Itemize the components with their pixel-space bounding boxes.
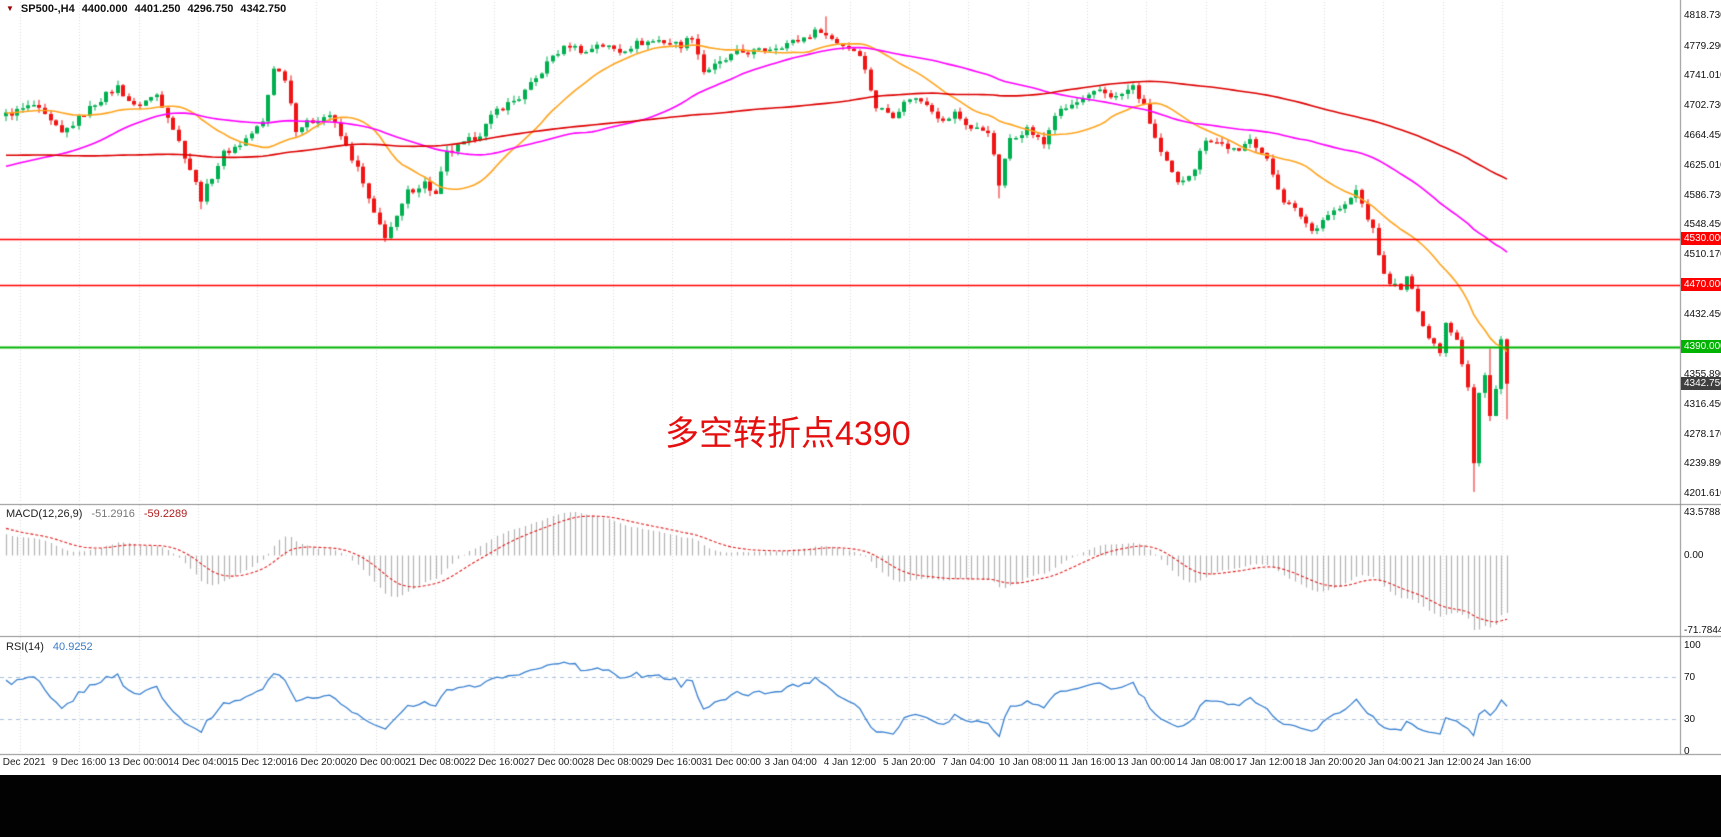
price-level-badge: 4530.000 (1681, 231, 1721, 245)
price-tick-label: 4702.730 (1684, 99, 1721, 111)
time-axis-label: 13 Jan 00:00 (1117, 757, 1176, 768)
time-axis-label: 14 Jan 08:00 (1176, 757, 1235, 768)
time-axis-label: 13 Dec 00:00 (108, 757, 169, 768)
macd-signal-value: -59.2289 (143, 508, 188, 520)
price-tick-label: 4432.450 (1684, 309, 1721, 321)
time-axis-label: 3 Jan 04:00 (764, 757, 817, 768)
price-tick-label: 4278.170 (1684, 428, 1721, 440)
ohlc-open-value: 4400.000 (81, 3, 128, 15)
price-tick-label: 4355.890 (1684, 368, 1721, 380)
time-axis-label: 22 Dec 16:00 (464, 757, 524, 768)
price-tick-label: 4664.450 (1684, 129, 1721, 141)
price-level-badge: 4470.000 (1681, 278, 1721, 292)
macd-main-value: -51.2916 (91, 508, 135, 520)
time-axis-label: 5 Jan 20:00 (883, 757, 936, 768)
rsi-indicator-label: RSI(14) 40.9252 (6, 641, 93, 653)
ohlc-low-value: 4296.750 (187, 3, 234, 15)
rsi-axis-label: 70 (1684, 671, 1696, 683)
price-tick-label: 4201.610 (1684, 488, 1721, 499)
rsi-axis-label: 100 (1684, 640, 1701, 651)
rsi-axis-label: 30 (1684, 714, 1696, 726)
time-axis-label: 27 Dec 00:00 (523, 757, 584, 768)
time-axis-label: 20 Dec 00:00 (345, 757, 406, 768)
symbol-dropdown-icon[interactable]: ▼ (6, 4, 14, 13)
time-axis-label: 28 Dec 08:00 (583, 757, 643, 768)
time-axis-label: 29 Dec 16:00 (642, 757, 702, 768)
price-tick-label: 4625.010 (1684, 160, 1721, 172)
time-axis-label: 14 Dec 04:00 (168, 757, 228, 768)
time-axis-label: 11 Jan 16:00 (1058, 757, 1116, 768)
time-axis-label: 24 Jan 16:00 (1473, 757, 1531, 768)
current-price-badge: 4342.750 (1681, 376, 1721, 390)
time-axis-label: 4 Jan 12:00 (823, 757, 877, 768)
price-level-badge: 4390.000 (1681, 340, 1721, 354)
macd-axis-label: 0.00 (1684, 550, 1704, 562)
rsi-value: 40.9252 (52, 641, 93, 653)
price-tick-label: 4239.890 (1684, 458, 1721, 470)
time-axis-label: 16 Dec 20:00 (286, 757, 347, 768)
time-axis-label: 17 Jan 12:00 (1235, 757, 1294, 768)
chart-annotation: 多空转折点4390 (665, 415, 911, 453)
price-tick-label: 4510.170 (1684, 249, 1721, 260)
macd-indicator-label: MACD(12,26,9) -51.2916 -59.2289 (6, 508, 187, 520)
time-axis-label: 18 Jan 20:00 (1295, 757, 1354, 768)
ohlc-close-value: 4342.750 (240, 3, 287, 15)
rsi-axis-label: 0 (1684, 746, 1690, 757)
time-axis-label: 21 Jan 12:00 (1413, 757, 1472, 768)
time-axis-label: 21 Dec 08:00 (405, 757, 465, 768)
time-axis-label: 7 Jan 04:00 (942, 757, 995, 768)
price-tick-label: 4548.450 (1684, 219, 1721, 231)
ohlc-high-value: 4401.250 (134, 3, 181, 15)
symbol-timeframe-label: SP500-,H4 (20, 3, 75, 15)
time-axis-label: 15 Dec 12:00 (227, 757, 287, 768)
price-tick-label: 4741.010 (1684, 70, 1721, 82)
time-axis-label: 20 Jan 04:00 (1354, 757, 1413, 768)
time-axis-label: 9 Dec 16:00 (52, 757, 107, 768)
price-tick-label: 4316.450 (1684, 399, 1721, 411)
price-tick-label: 4586.730 (1684, 189, 1721, 201)
rsi-name: RSI(14) (6, 641, 44, 653)
price-tick-label: 4818.730 (1684, 10, 1721, 21)
price-tick-label: 4779.290 (1684, 40, 1721, 52)
symbol-info: ▼ SP500-,H4 4400.000 4401.250 4296.750 4… (6, 3, 286, 15)
macd-name: MACD(12,26,9) (6, 508, 83, 520)
bottom-bar (0, 775, 1721, 837)
time-axis-label: 10 Jan 08:00 (998, 757, 1057, 768)
time-axis-label: 31 Dec 00:00 (701, 757, 762, 768)
macd-axis-label: -71.7844 (1684, 625, 1721, 636)
macd-axis-label: 43.5788 (1684, 507, 1721, 518)
time-axis-label: 8 Dec 2021 (0, 757, 46, 768)
